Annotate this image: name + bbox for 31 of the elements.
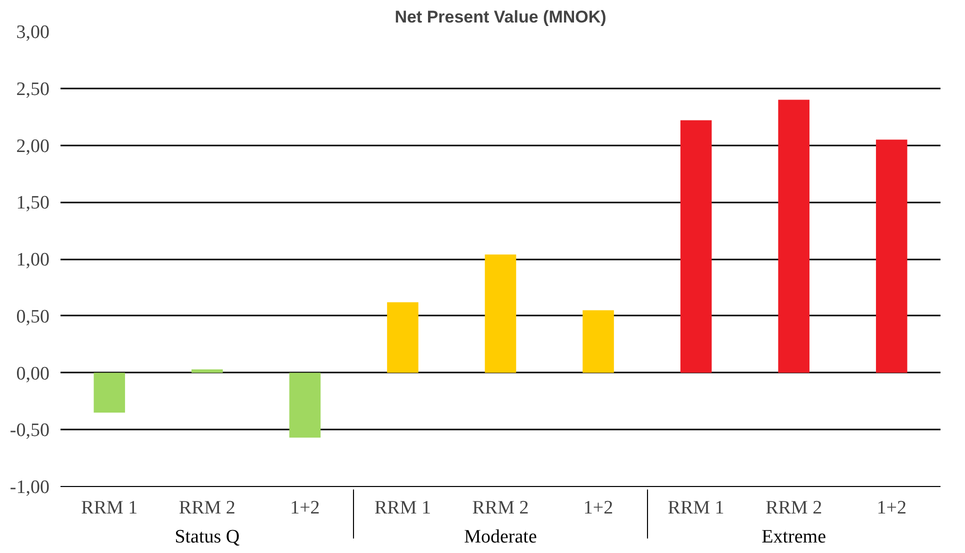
x-tick-label: RRM 2 bbox=[472, 498, 529, 518]
text: Moderate bbox=[464, 526, 537, 548]
y-tick-label: 0,00 bbox=[16, 363, 50, 384]
bar bbox=[778, 100, 810, 373]
y-tick-label: 2,50 bbox=[16, 78, 50, 100]
x-tick-label: 1+2 bbox=[876, 498, 906, 518]
x-tick-label: 1+2 bbox=[290, 498, 320, 518]
x-tick-label: 1+2 bbox=[583, 498, 614, 518]
y-tick-label: 1,50 bbox=[16, 192, 50, 214]
bar bbox=[680, 120, 712, 373]
y-tick-label: -0,50 bbox=[10, 420, 50, 442]
bar bbox=[484, 254, 516, 373]
y-tick-label: 3,00 bbox=[16, 22, 50, 43]
y-tick-label: 0,50 bbox=[16, 306, 50, 328]
x-tick-label: RRM 1 bbox=[668, 498, 724, 518]
chart-title: Net Present Value (MNOK) bbox=[394, 8, 606, 26]
text: Extreme bbox=[762, 526, 826, 548]
bar bbox=[289, 372, 321, 438]
y-tick-label: 1,00 bbox=[16, 250, 50, 270]
x-tick-label: RRM 1 bbox=[81, 498, 138, 518]
y-tick-label: 2,00 bbox=[16, 136, 50, 157]
x-tick-label: RRM 2 bbox=[178, 498, 236, 518]
bar bbox=[876, 140, 908, 373]
bar bbox=[582, 310, 614, 373]
bar bbox=[94, 372, 126, 413]
x-tick-label: RRM 1 bbox=[374, 498, 431, 518]
bar bbox=[387, 302, 418, 373]
text: Status Q bbox=[174, 526, 240, 548]
x-tick-label: RRM 2 bbox=[766, 498, 822, 518]
bar bbox=[192, 369, 223, 373]
y-tick-label: -1,00 bbox=[10, 477, 50, 498]
